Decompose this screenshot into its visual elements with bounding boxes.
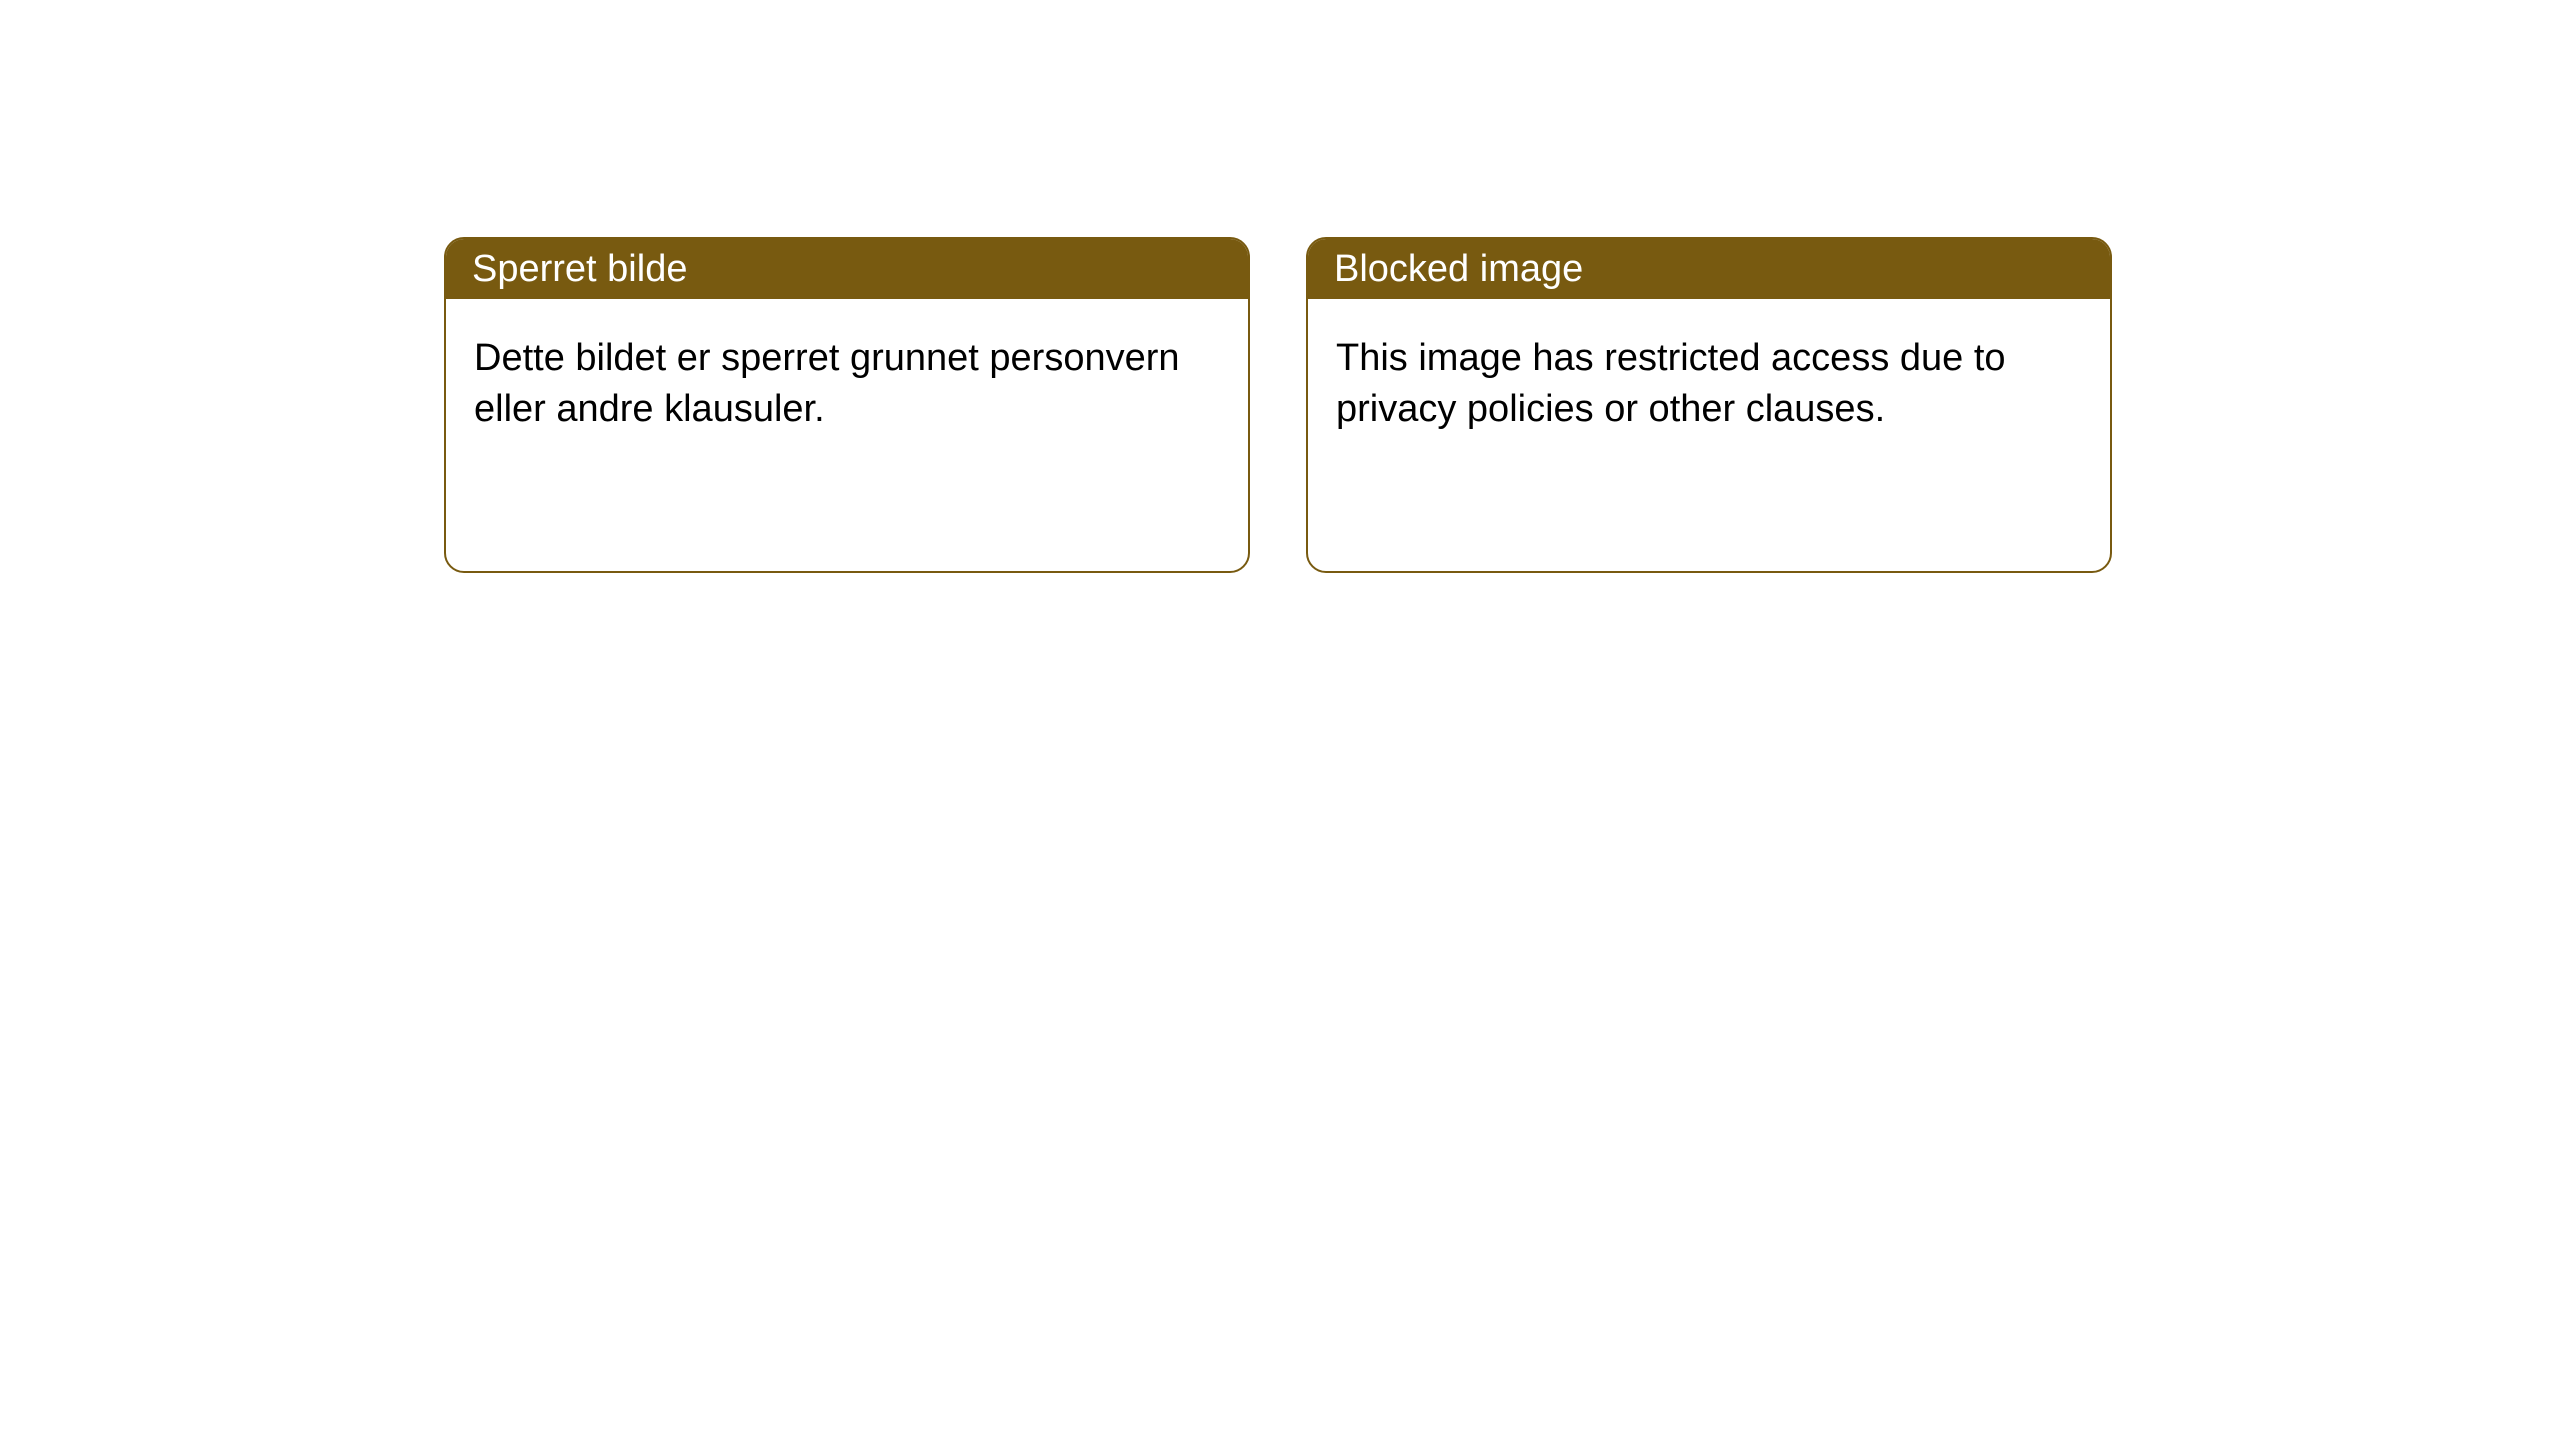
card-header: Blocked image	[1308, 239, 2110, 299]
card-header: Sperret bilde	[446, 239, 1248, 299]
card-body: This image has restricted access due to …	[1308, 299, 2110, 470]
card-body-text: This image has restricted access due to …	[1336, 337, 2006, 430]
blocked-image-card-en: Blocked image This image has restricted …	[1306, 237, 2112, 573]
card-title: Sperret bilde	[472, 248, 687, 291]
card-title: Blocked image	[1334, 248, 1583, 291]
notice-cards-container: Sperret bilde Dette bildet er sperret gr…	[0, 0, 2560, 573]
blocked-image-card-no: Sperret bilde Dette bildet er sperret gr…	[444, 237, 1250, 573]
card-body-text: Dette bildet er sperret grunnet personve…	[474, 337, 1180, 430]
card-body: Dette bildet er sperret grunnet personve…	[446, 299, 1248, 470]
